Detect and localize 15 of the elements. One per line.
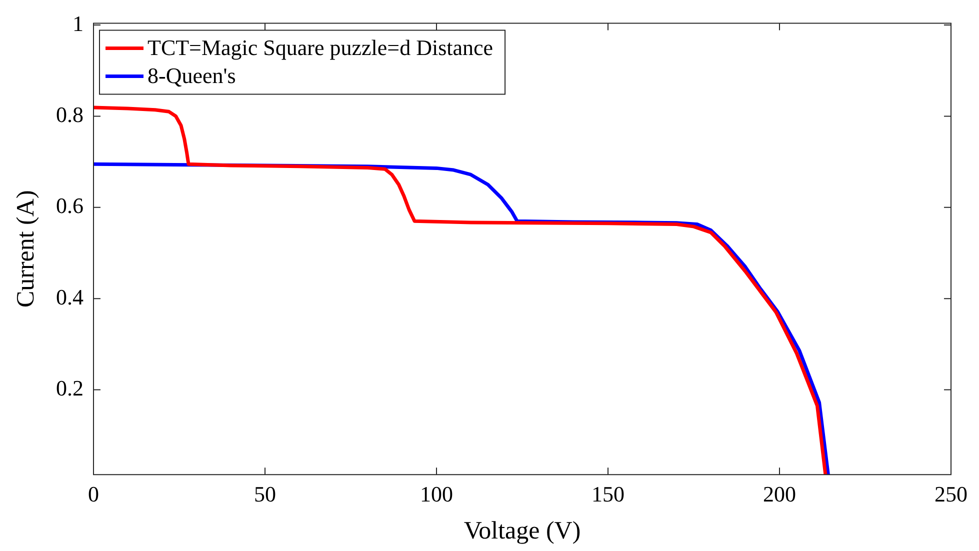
x-axis-title: Voltage (V) <box>464 518 581 545</box>
y-axis-title: Current (A) <box>12 190 40 308</box>
x-tick-label: 100 <box>420 482 453 507</box>
y-tick-label: 0.8 <box>56 102 84 127</box>
y-tick-label: 1 <box>72 10 84 36</box>
y-tick-label: 0.2 <box>56 376 84 401</box>
x-tick-label: 50 <box>254 482 276 507</box>
legend-label: 8-Queen's <box>148 62 236 88</box>
x-tick-label: 200 <box>763 482 796 507</box>
legend-label: TCT=Magic Square puzzle=d Distance <box>148 34 494 60</box>
x-tick-label: 250 <box>934 482 968 507</box>
y-tick-label: 0.4 <box>56 284 84 310</box>
x-tick-label: 0 <box>88 482 99 507</box>
x-tick-label: 150 <box>592 482 624 507</box>
y-tick-label: 0.6 <box>56 193 84 218</box>
